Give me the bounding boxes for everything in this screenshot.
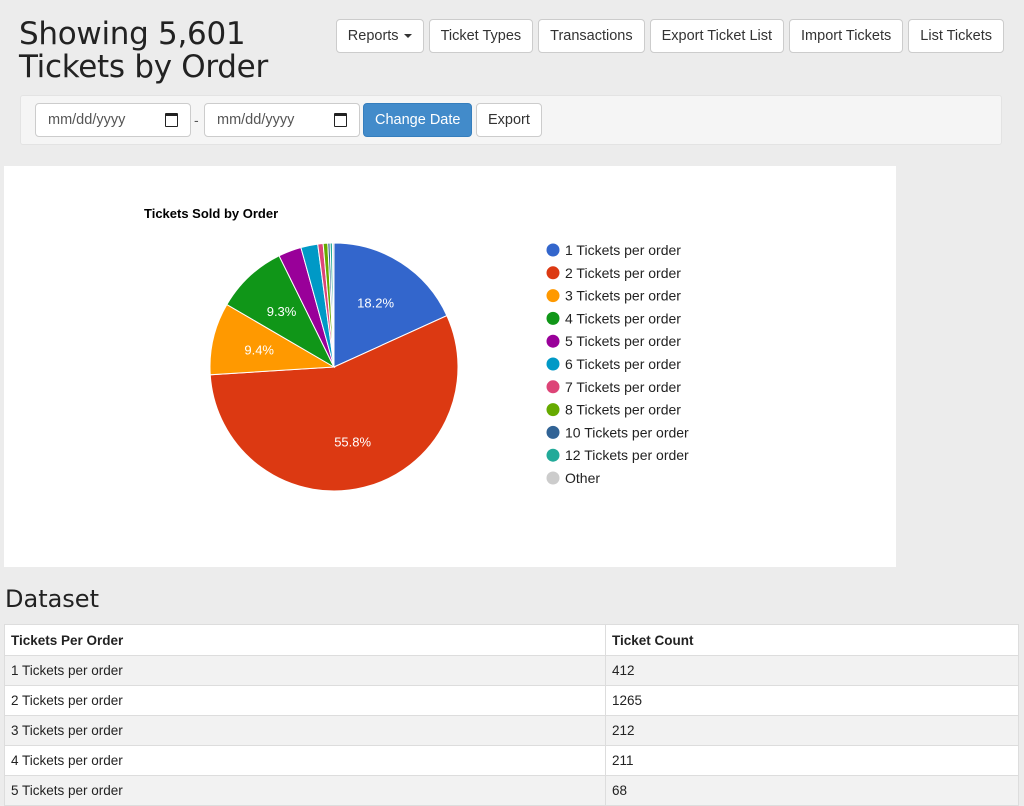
- legend-label: 7 Tickets per order: [565, 379, 681, 395]
- pie-slice[interactable]: [209, 314, 459, 492]
- legend-label: 6 Tickets per order: [565, 356, 681, 372]
- dataset-table: Tickets Per Order Ticket Count 1 Tickets…: [4, 624, 1019, 806]
- date-filter-bar: mm/dd/yyyy - mm/dd/yyyy Change Date Expo…: [20, 95, 1002, 145]
- column-header: Tickets Per Order: [4, 624, 606, 656]
- page-title: Showing 5,601 Tickets by Order: [19, 16, 268, 85]
- legend-label: 4 Tickets per order: [565, 310, 681, 326]
- legend-label: 10 Tickets per order: [565, 424, 689, 440]
- cell-tickets-per-order: 3 Tickets per order: [4, 715, 606, 746]
- cell-ticket-count: 68: [605, 775, 1019, 806]
- table-row: 2 Tickets per order 1265: [4, 685, 1019, 716]
- legend-item[interactable]: 3 Tickets per order: [546, 288, 682, 304]
- column-header: Ticket Count: [605, 624, 1019, 656]
- calendar-icon[interactable]: [334, 113, 347, 127]
- legend-swatch: [546, 448, 560, 462]
- legend-item[interactable]: 2 Tickets per order: [546, 265, 682, 281]
- chart-title: Tickets Sold by Order: [144, 206, 278, 221]
- start-date-placeholder: mm/dd/yyyy: [48, 112, 126, 128]
- legend-item[interactable]: 10 Tickets per order: [546, 424, 690, 440]
- cell-tickets-per-order: 1 Tickets per order: [4, 655, 606, 686]
- legend-label: 12 Tickets per order: [565, 447, 689, 463]
- table-row: 5 Tickets per order 68: [4, 775, 1019, 806]
- table-row: 1 Tickets per order 412: [4, 655, 1019, 686]
- legend-label: Other: [565, 470, 600, 486]
- pie-chart: Tickets Sold by Order 18.2% 55.8% 9.4% 9.3%…: [144, 206, 690, 492]
- legend-swatch: [546, 266, 560, 280]
- import-tickets-button[interactable]: Import Tickets: [789, 19, 904, 53]
- legend-swatch: [546, 471, 560, 485]
- legend-swatch: [546, 334, 560, 348]
- cell-tickets-per-order: 5 Tickets per order: [4, 775, 606, 806]
- reports-dropdown-button[interactable]: Reports: [335, 19, 424, 53]
- legend-item[interactable]: Other: [546, 470, 601, 486]
- end-date-input[interactable]: mm/dd/yyyy: [204, 103, 360, 137]
- legend-item[interactable]: 6 Tickets per order: [546, 356, 682, 372]
- table-row: 3 Tickets per order 212: [4, 715, 1019, 746]
- ticket-types-button[interactable]: Ticket Types: [428, 19, 534, 53]
- legend-label: 8 Tickets per order: [565, 402, 681, 418]
- dataset-title: Dataset: [5, 585, 99, 613]
- chart-panel: Tickets Sold by Order 18.2% 55.8% 9.4% 9.3%…: [4, 166, 896, 567]
- start-date-input[interactable]: mm/dd/yyyy: [35, 103, 191, 137]
- list-tickets-button[interactable]: List Tickets: [908, 19, 1004, 53]
- legend-item[interactable]: 5 Tickets per order: [546, 333, 682, 349]
- legend-label: 3 Tickets per order: [565, 288, 681, 304]
- legend-label: 1 Tickets per order: [565, 242, 681, 258]
- toolbar: Reports Ticket Types Transactions Export…: [335, 19, 1004, 53]
- cell-tickets-per-order: 4 Tickets per order: [4, 745, 606, 776]
- legend-item[interactable]: 4 Tickets per order: [546, 310, 682, 326]
- legend-item[interactable]: 7 Tickets per order: [546, 379, 682, 395]
- pie-slice[interactable]: [333, 242, 448, 368]
- legend-label: 5 Tickets per order: [565, 333, 681, 349]
- legend-swatch: [546, 243, 560, 257]
- legend-swatch: [546, 289, 560, 303]
- legend-swatch: [546, 425, 560, 439]
- legend-item[interactable]: 1 Tickets per order: [546, 242, 682, 258]
- pie-slice[interactable]: [331, 242, 335, 368]
- slice-label: 9.3%: [267, 304, 297, 319]
- legend-swatch: [546, 403, 560, 417]
- legend-item[interactable]: 8 Tickets per order: [546, 402, 682, 418]
- cell-tickets-per-order: 2 Tickets per order: [4, 685, 606, 716]
- legend-swatch: [546, 357, 560, 371]
- calendar-icon[interactable]: [165, 113, 178, 127]
- export-button[interactable]: Export: [476, 103, 542, 137]
- legend-label: 2 Tickets per order: [565, 265, 681, 281]
- change-date-button[interactable]: Change Date: [363, 103, 473, 137]
- cell-ticket-count: 412: [605, 655, 1019, 686]
- legend-swatch: [546, 380, 560, 394]
- legend-item[interactable]: 12 Tickets per order: [546, 447, 690, 463]
- reports-label: Reports: [347, 28, 399, 44]
- transactions-button[interactable]: Transactions: [538, 19, 645, 53]
- cell-ticket-count: 211: [605, 745, 1019, 776]
- table-row: 4 Tickets per order 211: [4, 745, 1019, 776]
- legend-swatch: [546, 311, 560, 325]
- cell-ticket-count: 212: [605, 715, 1019, 746]
- slice-label: 18.2%: [357, 295, 394, 310]
- cell-ticket-count: 1265: [605, 685, 1019, 716]
- caret-down-icon: [403, 34, 412, 38]
- slice-label: 9.4%: [244, 342, 274, 357]
- table-header-row: Tickets Per Order Ticket Count: [4, 624, 1019, 656]
- slice-label: 55.8%: [334, 435, 371, 450]
- export-ticket-list-button[interactable]: Export Ticket List: [649, 19, 785, 53]
- end-date-placeholder: mm/dd/yyyy: [217, 112, 295, 128]
- date-range-separator: -: [194, 112, 199, 128]
